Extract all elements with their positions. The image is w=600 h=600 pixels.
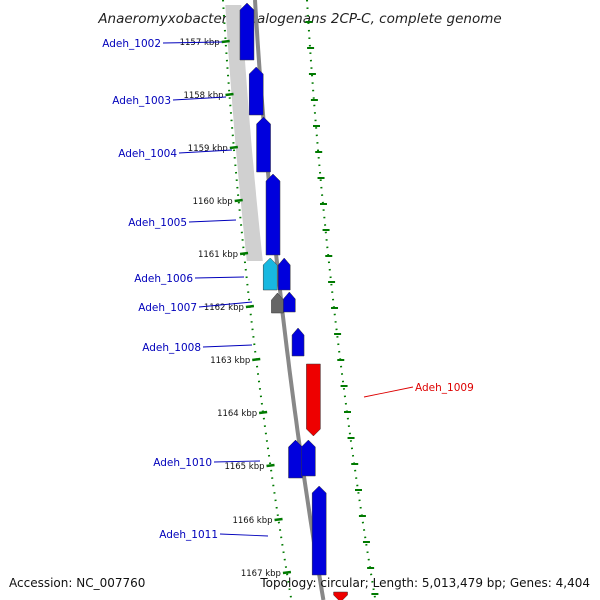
tick-label: 1157 kbp [180, 38, 220, 48]
gene-arrow-adeh_1006 [277, 257, 291, 291]
tick-label: 1162 kbp [204, 303, 244, 313]
leader-line [178, 149, 233, 154]
gene-label-adeh_1004: Adeh_1004 [118, 148, 177, 160]
tick-label: 1160 kbp [193, 197, 233, 207]
tick-label: 1163 kbp [210, 356, 250, 366]
tick-label: 1161 kbp [198, 250, 238, 260]
tick-label: 1159 kbp [188, 144, 228, 154]
gene-label-adeh_1009: Adeh_1009 [415, 382, 474, 394]
scale-tick [245, 304, 255, 309]
tick-layer: 1157 kbp 1158 kbp 1159 kbp 1160 kbp 1161 kbp… [180, 21, 379, 595]
gene-arrow-adeh_1007 [271, 292, 284, 314]
gene-arrow-adeh_1005 [265, 173, 281, 256]
gene-label-adeh_1007: Adeh_1007 [138, 302, 197, 314]
scale-tick [229, 145, 239, 150]
leader-line [194, 276, 245, 279]
track-layer [222, 0, 377, 600]
leader-line [219, 533, 269, 537]
leader-line [188, 219, 237, 223]
leader-line [172, 96, 227, 101]
gene-label-adeh_1002: Adeh_1002 [102, 38, 161, 50]
gene-arrow-adeh_1011 [311, 485, 327, 576]
gene-arrow-adeh_1009 [306, 363, 321, 437]
scale-tick [225, 92, 234, 97]
scale-tick [274, 517, 283, 522]
gene-label-adeh_1010: Adeh_1010 [153, 457, 212, 469]
tick-label: 1165 kbp [224, 462, 264, 472]
gene-label-adeh_1006: Adeh_1006 [134, 273, 193, 285]
label-layer: Adeh_1002 Adeh_1003 Adeh_1004 Adeh_1005 Adeh… [102, 38, 474, 541]
gene-arrow-adeh_1008 [291, 327, 305, 357]
tick-label: 1166 kbp [232, 516, 272, 526]
gene-arrow-adeh_1010 [301, 439, 316, 477]
map-title: Anaeromyxobacter dehalogenans 2CP-C, com… [97, 11, 501, 27]
scale-tick [252, 357, 261, 362]
gene-label-adeh_1011: Adeh_1011 [159, 529, 218, 541]
gene-label-adeh_1005: Adeh_1005 [128, 217, 187, 229]
gene-arrow-partial [333, 591, 348, 600]
inner-guide-line [222, 0, 293, 600]
gene-label-adeh_1003: Adeh_1003 [112, 95, 171, 107]
leader-line [198, 301, 253, 308]
scale-tick [221, 39, 230, 44]
leader-line [213, 460, 261, 463]
gene-arrow-adeh_1007 [283, 291, 296, 313]
tick-label: 1167 kbp [241, 569, 281, 579]
scale-tick [266, 463, 275, 468]
gene-label-adeh_1008: Adeh_1008 [142, 342, 201, 354]
tick-label: 1158 kbp [183, 91, 223, 101]
scale-tick [258, 410, 268, 415]
topology-text: Topology: circular; Length: 5,013,479 bp… [259, 576, 590, 590]
accession-text: Accession: NC_007760 [9, 576, 145, 590]
scale-tick [282, 570, 292, 575]
leader-line [162, 41, 223, 44]
gene-arrow-adeh_1010 [288, 439, 303, 479]
leader-line [363, 386, 414, 398]
leader-line [202, 344, 253, 348]
gene-arrow-adeh_1003 [248, 66, 264, 116]
scale-tick [239, 251, 249, 256]
gene-arrow-adeh_1002 [239, 2, 255, 61]
gc-band [225, 5, 263, 261]
gene-arrow-adeh_1006 [262, 257, 278, 291]
gene-arrow-adeh_1004 [256, 116, 271, 173]
outer-guide-line [306, 0, 377, 600]
scale-tick [234, 198, 243, 203]
tick-label: 1164 kbp [217, 409, 257, 419]
gene-layer [239, 2, 348, 600]
